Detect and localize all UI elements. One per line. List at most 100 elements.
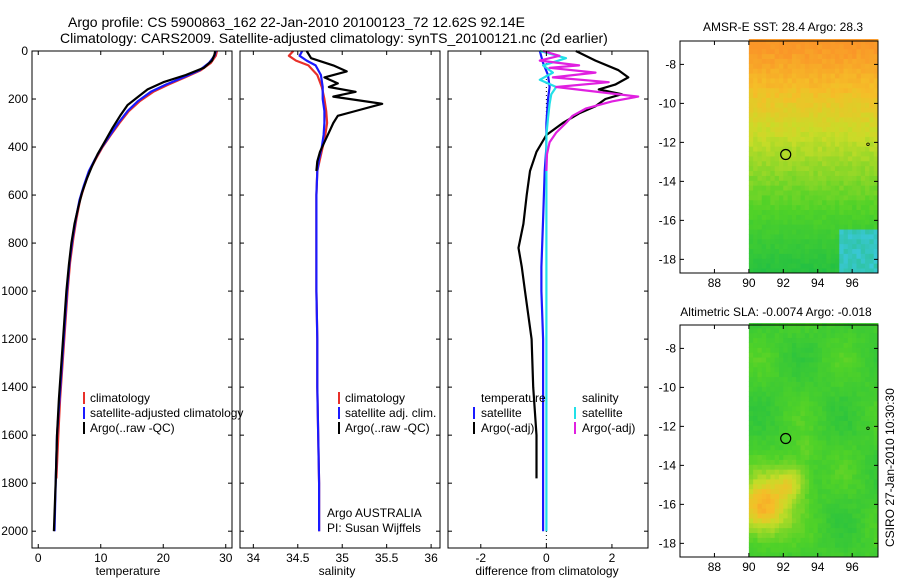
map-cell [847,444,853,451]
map-cell [817,190,823,196]
map-cell [774,219,780,225]
map-cell [809,175,814,181]
map-cell [787,527,793,534]
map-cell [869,224,875,230]
map-cell [830,160,836,167]
map-cell [860,435,866,441]
map-cell [804,396,810,402]
map-cell [796,513,801,519]
map-cell [766,391,771,397]
map-cell [817,204,823,211]
map-cell [774,464,780,470]
map-cell [817,165,823,172]
map-cell [804,420,810,426]
map-cell [873,68,879,74]
map-cell [830,498,836,504]
map-cell [830,248,836,254]
map-cell [761,503,767,509]
map-cell [757,87,763,94]
map-cell [757,352,763,358]
map-cell [787,180,793,186]
map-cell [791,396,797,402]
map-cell [748,117,754,123]
map-cell [748,323,754,329]
map-cell [791,253,797,259]
map-cell [753,327,758,334]
x-tick-label: 94 [811,560,825,574]
map-cell [860,323,866,329]
map-cell [748,386,754,392]
map-cell [761,131,767,137]
y-tick-label: -10 [659,380,677,394]
map-cell [860,469,866,475]
map-cell [800,131,806,137]
map-cell [761,107,767,113]
map-cell [826,337,832,343]
map-cell [809,102,814,108]
map-cell [766,180,771,186]
map-cell [869,537,875,543]
map-cell [791,209,797,215]
map-cell [826,371,832,378]
map-cell [796,479,801,485]
map-cell [796,185,801,191]
map-cell [843,464,849,470]
map-cell [822,405,827,412]
map-cell [826,190,832,196]
map-cell [804,102,810,108]
map-cell [839,376,844,382]
map-cell [830,323,836,329]
map-cell [757,224,763,230]
map-cell [804,248,810,254]
map-cell [873,234,879,240]
map-cell [839,146,844,152]
map-cell [843,420,849,426]
map-cell [826,180,832,186]
map-cell [839,165,844,172]
map-cell [813,82,819,89]
map-cell [822,238,827,245]
float-position-marker [780,148,792,161]
map-cell [869,258,875,264]
map-cell [865,396,870,402]
map-cell [817,121,823,128]
map-cell [852,151,857,157]
map-cell [873,435,879,441]
map-cell [800,92,806,98]
map-cell [804,327,810,334]
map-cell [774,263,780,269]
map-cell [779,454,784,460]
map-cell [865,48,870,55]
map-cell [822,474,827,480]
map-cell [809,405,814,412]
map-cell [813,483,819,490]
map-cell [826,444,832,451]
map-cell [830,518,836,524]
map-cell [791,474,797,480]
map-cell [757,405,763,412]
map-cell [766,454,771,460]
map-cell [753,386,758,392]
map-cell [830,508,836,514]
map-cell [770,503,776,509]
map-cell [865,102,870,108]
map-cell [787,209,793,215]
map-cell [843,268,849,274]
map-cell [852,102,857,108]
map-cell [804,156,810,162]
map-cell [774,362,780,368]
map-cell [852,238,857,245]
map-cell [839,190,844,196]
legend-heading-salinity: salinity [582,391,619,405]
map-cell [865,63,870,69]
map-cell [757,219,763,225]
map-cell [817,362,823,368]
map-cell [826,474,832,480]
map-cell [757,165,763,172]
map-cell [809,366,814,373]
map-cell [753,469,758,475]
map-cell [830,410,836,417]
map-cell [847,381,853,387]
map-cell [770,53,776,59]
map-cell [860,542,866,548]
